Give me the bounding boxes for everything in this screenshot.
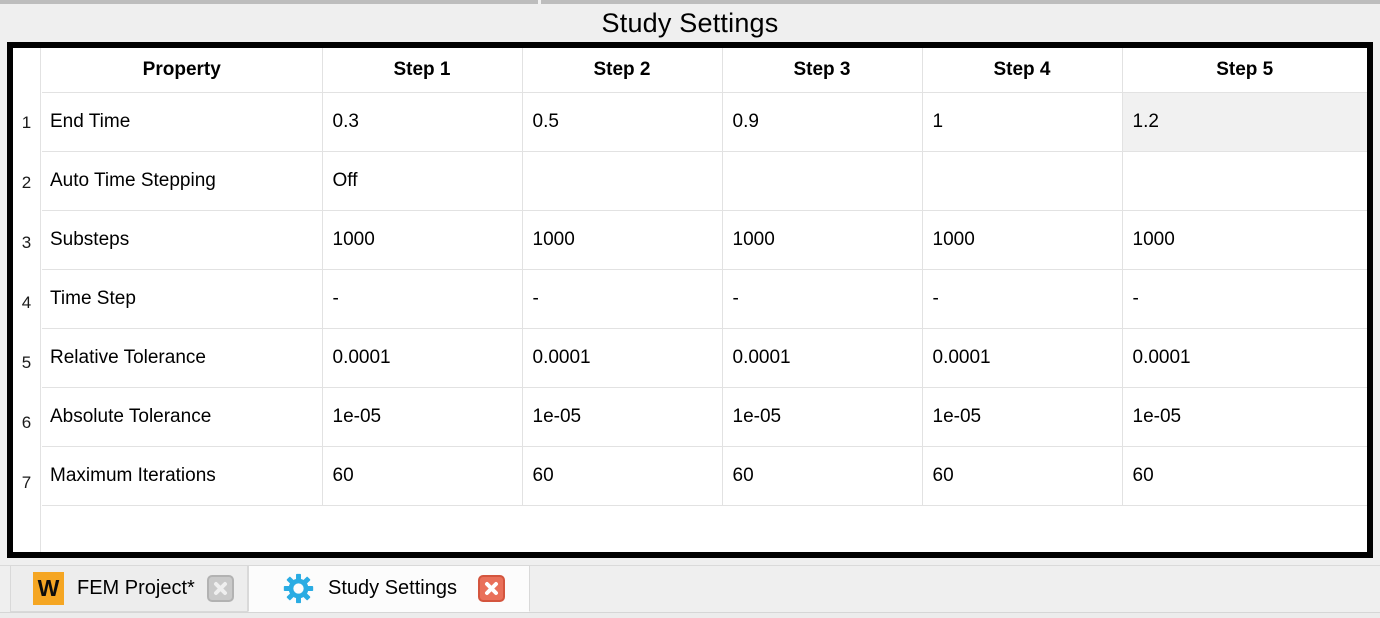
value-cell[interactable]: 1000 [322, 210, 523, 270]
column-header-step3[interactable]: Step 3 [722, 48, 923, 93]
value-cell[interactable]: 1000 [722, 210, 923, 270]
table-row: Time Step - - - - - [42, 269, 1367, 329]
value-cell[interactable]: 1e-05 [722, 387, 923, 447]
value-cell[interactable]: 0.3 [322, 92, 523, 152]
tab-label: Study Settings [328, 577, 457, 599]
value-cell[interactable]: 60 [522, 446, 723, 506]
pane-splitter[interactable] [0, 0, 1380, 4]
study-settings-table-panel: 1 2 3 4 5 6 7 Property Step 1 Step 2 Ste… [7, 42, 1373, 558]
table-row: Maximum Iterations 60 60 60 60 60 [42, 446, 1367, 506]
value-cell[interactable]: 1e-05 [922, 387, 1123, 447]
value-cell[interactable]: 60 [722, 446, 923, 506]
close-tab-button[interactable] [478, 575, 505, 602]
value-cell[interactable]: 60 [322, 446, 523, 506]
tab-study-settings[interactable]: Study Settings [248, 565, 530, 612]
value-cell[interactable]: 0.0001 [522, 328, 723, 388]
close-icon [214, 582, 227, 595]
view-title-bar: Study Settings [0, 4, 1380, 42]
value-cell[interactable]: 60 [1122, 446, 1367, 506]
value-cell[interactable] [522, 151, 723, 211]
value-cell[interactable]: 0.0001 [322, 328, 523, 388]
value-cell-selected[interactable]: 1.2 [1122, 92, 1367, 152]
column-header-step2[interactable]: Step 2 [522, 48, 723, 93]
row-number[interactable]: 3 [21, 233, 32, 252]
value-cell[interactable]: 0.5 [522, 92, 723, 152]
value-cell[interactable]: 1000 [1122, 210, 1367, 270]
property-cell[interactable]: Relative Tolerance [42, 328, 323, 388]
column-header-step1[interactable]: Step 1 [322, 48, 523, 93]
splitter-handle-icon [538, 0, 541, 4]
value-cell[interactable]: 1e-05 [1122, 387, 1367, 447]
page-title: Study Settings [601, 7, 779, 38]
column-header-step5[interactable]: Step 5 [1122, 48, 1367, 93]
value-cell[interactable]: 1e-05 [522, 387, 723, 447]
table-row: Auto Time Stepping Off [42, 151, 1367, 211]
property-cell[interactable]: Substeps [42, 210, 323, 270]
tab-fem-project[interactable]: W FEM Project* [10, 565, 248, 612]
property-cell[interactable]: End Time [42, 92, 323, 152]
settings-grid: Property Step 1 Step 2 Step 3 Step 4 Ste… [42, 48, 1367, 506]
gear-icon [283, 573, 314, 604]
table-row: Absolute Tolerance 1e-05 1e-05 1e-05 1e-… [42, 387, 1367, 447]
value-cell[interactable]: 0.0001 [1122, 328, 1367, 388]
value-cell[interactable]: 60 [922, 446, 1123, 506]
value-cell[interactable]: - [1122, 269, 1367, 329]
close-icon [485, 582, 498, 595]
w-document-icon: W [33, 572, 64, 605]
value-cell[interactable]: 0.0001 [922, 328, 1123, 388]
column-header-property[interactable]: Property [42, 48, 323, 93]
value-cell[interactable]: 0.9 [722, 92, 923, 152]
value-cell[interactable]: 1000 [922, 210, 1123, 270]
tab-label: FEM Project* [77, 577, 195, 599]
value-cell[interactable]: 1000 [522, 210, 723, 270]
value-cell[interactable]: 1e-05 [322, 387, 523, 447]
property-cell[interactable]: Maximum Iterations [42, 446, 323, 506]
value-cell[interactable]: - [922, 269, 1123, 329]
row-number[interactable]: 7 [21, 473, 32, 492]
value-cell[interactable]: Off [322, 151, 523, 211]
table-row: Substeps 1000 1000 1000 1000 1000 [42, 210, 1367, 270]
value-cell[interactable] [722, 151, 923, 211]
table-row: End Time 0.3 0.5 0.9 1 1.2 [42, 92, 1367, 152]
value-cell[interactable] [922, 151, 1123, 211]
value-cell[interactable]: 1 [922, 92, 1123, 152]
row-number[interactable]: 5 [21, 353, 32, 372]
row-number[interactable]: 1 [21, 113, 32, 132]
close-tab-button[interactable] [207, 575, 234, 602]
property-cell[interactable]: Absolute Tolerance [42, 387, 323, 447]
row-number[interactable]: 4 [21, 293, 32, 312]
value-cell[interactable]: - [722, 269, 923, 329]
column-header-step4[interactable]: Step 4 [922, 48, 1123, 93]
value-cell[interactable] [1122, 151, 1367, 211]
header-row: Property Step 1 Step 2 Step 3 Step 4 Ste… [42, 48, 1367, 93]
row-number[interactable]: 2 [21, 173, 32, 192]
document-tab-bar: W FEM Project* [0, 558, 1380, 618]
value-cell[interactable]: 0.0001 [722, 328, 923, 388]
property-cell[interactable]: Time Step [42, 269, 323, 329]
property-cell[interactable]: Auto Time Stepping [42, 151, 323, 211]
row-number-gutter: 1 2 3 4 5 6 7 [13, 48, 41, 552]
row-number[interactable]: 6 [21, 413, 32, 432]
table-row: Relative Tolerance 0.0001 0.0001 0.0001 … [42, 328, 1367, 388]
value-cell[interactable]: - [522, 269, 723, 329]
value-cell[interactable]: - [322, 269, 523, 329]
